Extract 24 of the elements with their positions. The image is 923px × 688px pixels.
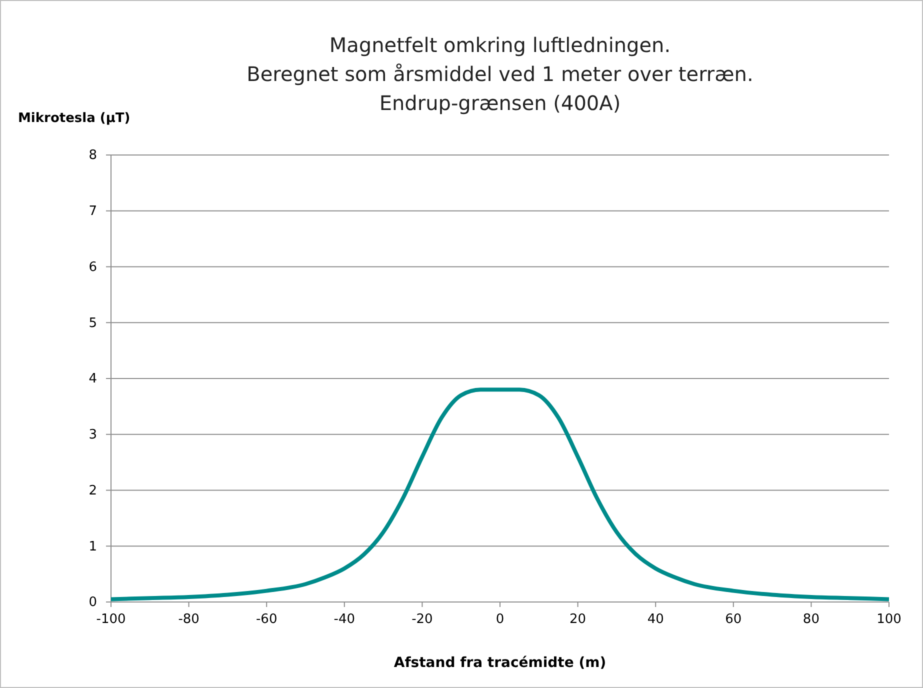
x-tick-label: 20 (570, 612, 586, 628)
x-tick-label: 60 (725, 612, 742, 628)
x-tick-label: -100 (96, 612, 126, 628)
x-tick-label: -40 (334, 612, 356, 628)
y-tick-label: 1 (88, 539, 97, 554)
y-axis-title: Mikrotesla (µT) (18, 111, 130, 126)
x-tick-label: -20 (412, 612, 433, 628)
y-tick-label: 0 (88, 595, 97, 610)
y-tick-label: 4 (88, 372, 97, 387)
x-tick-label: 0 (496, 612, 504, 628)
x-tick-label: -80 (178, 612, 200, 628)
y-tick-label: 8 (88, 148, 97, 164)
y-tick-label: 2 (88, 483, 97, 498)
x-tick-label: -60 (256, 612, 278, 628)
y-tick-label: 5 (88, 316, 97, 331)
line-series (109, 388, 891, 602)
chart-title: Magnetfelt omkring luftledningen. Beregnet som årsmiddel ved 1 meter over terræn. Endrup-grænsen (400A) (246, 33, 754, 115)
y-tick-label: 3 (88, 428, 97, 443)
x-tick-label: 40 (647, 612, 664, 628)
x-tick-label: 100 (876, 612, 902, 628)
x-tick-label: 80 (802, 612, 820, 628)
y-tick-label: 7 (88, 204, 97, 220)
x-axis-title: Afstand fra tracémidte (m) (394, 655, 606, 671)
y-tick-label: 6 (88, 260, 97, 275)
